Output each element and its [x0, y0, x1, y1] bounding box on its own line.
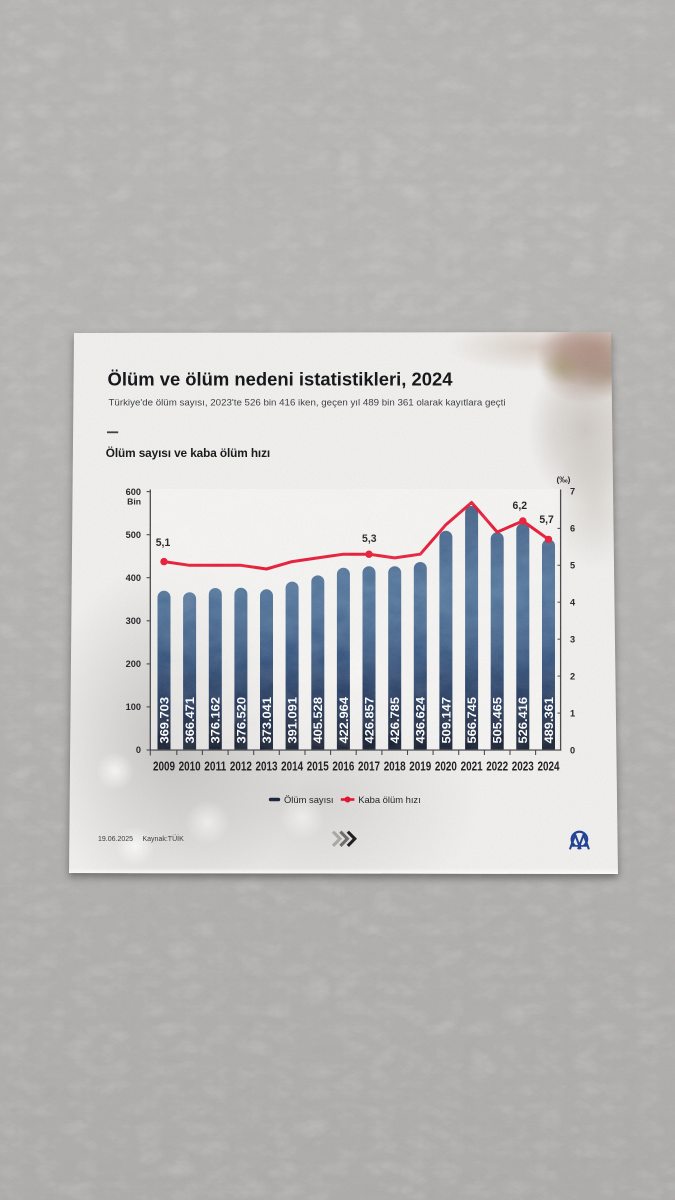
svg-text:2016: 2016 [332, 760, 354, 774]
svg-text:Türkiye'de ölüm sayısı, 2023't: Türkiye'de ölüm sayısı, 2023'te 526 bin … [109, 398, 506, 409]
svg-text:300: 300 [126, 616, 141, 626]
svg-text:6: 6 [570, 524, 575, 534]
svg-text:0: 0 [570, 745, 575, 755]
svg-text:2020: 2020 [435, 760, 457, 774]
svg-text:100: 100 [126, 702, 141, 712]
svg-text:600: 600 [126, 487, 141, 497]
svg-text:2021: 2021 [461, 760, 483, 774]
svg-text:2014: 2014 [281, 760, 303, 774]
svg-text:Ölüm sayısı: Ölüm sayısı [284, 794, 334, 805]
svg-text:2019: 2019 [409, 760, 431, 774]
svg-text:2012: 2012 [230, 760, 252, 774]
svg-text:2011: 2011 [204, 760, 226, 774]
svg-text:4: 4 [570, 598, 576, 608]
svg-text:3: 3 [570, 635, 575, 645]
svg-text:2013: 2013 [256, 760, 278, 774]
svg-text:7: 7 [570, 487, 575, 497]
svg-text:2: 2 [570, 671, 575, 681]
svg-text:Ölüm ve ölüm nedeni istatistik: Ölüm ve ölüm nedeni istatistikleri, 2024 [108, 370, 453, 390]
svg-text:1: 1 [570, 708, 575, 718]
svg-text:2018: 2018 [384, 760, 406, 774]
svg-text:0: 0 [136, 745, 141, 755]
svg-text:2009: 2009 [153, 760, 175, 774]
svg-text:2015: 2015 [307, 760, 329, 774]
svg-text:2022: 2022 [486, 760, 508, 774]
svg-text:(‰): (‰) [557, 475, 571, 485]
svg-text:Bin: Bin [127, 497, 141, 507]
svg-text:2010: 2010 [179, 760, 201, 774]
svg-text:2024: 2024 [538, 760, 560, 774]
svg-text:2023: 2023 [512, 760, 534, 774]
svg-text:200: 200 [126, 659, 141, 669]
svg-text:500: 500 [126, 530, 141, 540]
svg-text:19.06.2025: 19.06.2025 [98, 836, 133, 843]
svg-text:Kaynak:TÜİK: Kaynak:TÜİK [143, 834, 185, 843]
svg-text:Ölüm sayısı ve kaba ölüm hızı: Ölüm sayısı ve kaba ölüm hızı [106, 446, 270, 460]
svg-text:400: 400 [126, 573, 141, 583]
svg-text:2017: 2017 [358, 760, 380, 774]
svg-text:Kaba ölüm hızı: Kaba ölüm hızı [358, 794, 421, 805]
svg-text:5: 5 [570, 561, 575, 571]
